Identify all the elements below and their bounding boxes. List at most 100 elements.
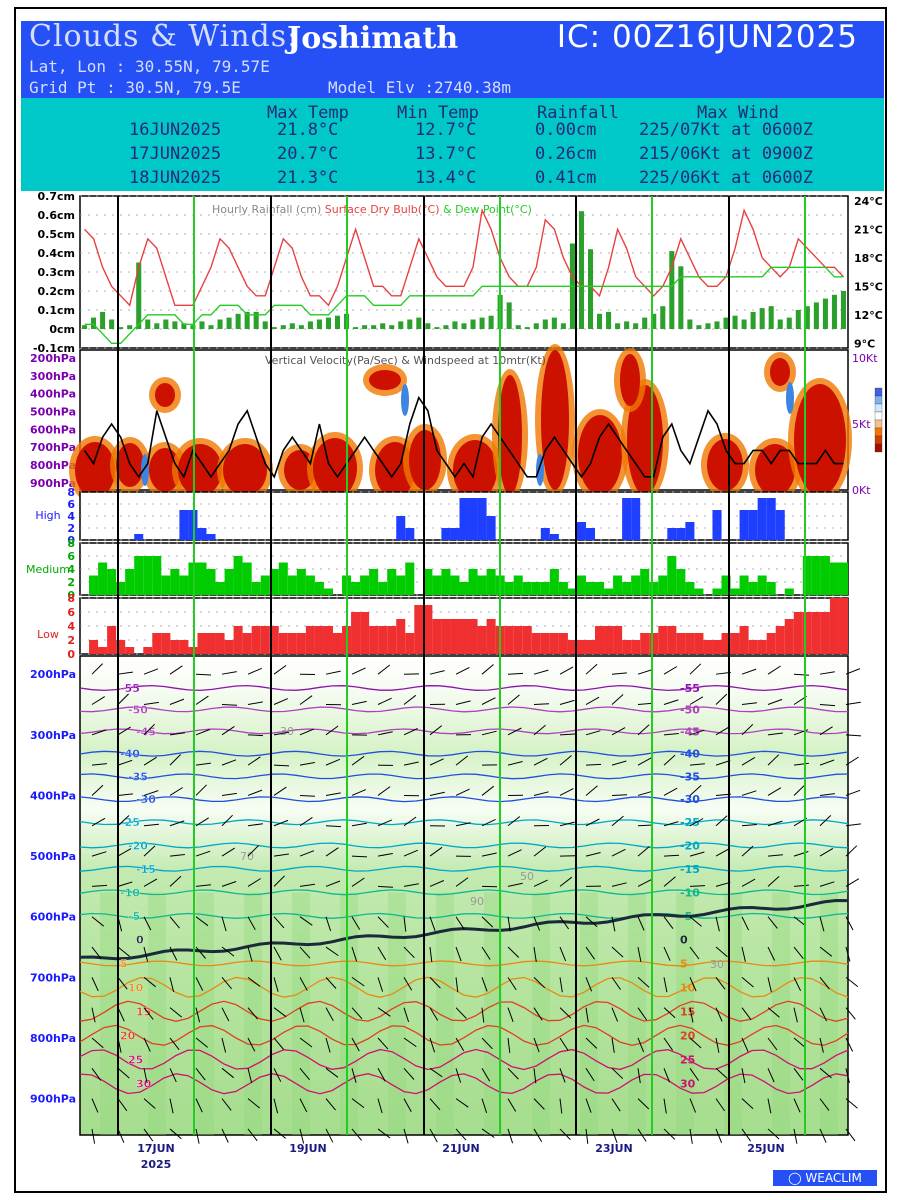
medium-cloud-bar — [549, 569, 559, 595]
rain-bar — [91, 317, 97, 329]
wind-barb — [117, 693, 129, 705]
low-cloud-bar — [224, 640, 234, 654]
wind-barb — [767, 1128, 780, 1140]
wind-barb — [429, 977, 441, 989]
wind-barb — [351, 976, 365, 987]
profile-pressure-label: 200hPa — [30, 668, 76, 681]
isotherm-label: 20 — [120, 1029, 136, 1042]
wind-barb — [403, 761, 419, 766]
summary-date: 16JUN2025 — [129, 120, 222, 140]
wind-barb — [273, 875, 285, 887]
wind-barb — [637, 790, 653, 796]
wind-barb — [715, 977, 726, 990]
wind-barb — [611, 727, 626, 736]
low-cloud-bar — [188, 647, 198, 654]
wind-barb — [767, 1037, 778, 1051]
rh-label: 90 — [470, 895, 484, 908]
wind-barb — [689, 1068, 700, 1081]
rain-bar — [560, 323, 566, 329]
medium-cloud-bar — [622, 582, 632, 595]
wind-barb — [143, 1128, 154, 1142]
wind-barb — [481, 785, 495, 796]
medium-cloud-bar — [739, 575, 749, 595]
wind-barb — [663, 977, 668, 993]
wind-barb — [533, 724, 546, 736]
wind-barb — [585, 696, 600, 705]
low-cloud-bar — [423, 605, 433, 654]
medium-cloud-bar — [558, 582, 568, 595]
isotherm-label: 25 — [680, 1054, 695, 1067]
wind-barb — [741, 1068, 746, 1084]
isotherm-label: -40 — [680, 748, 700, 761]
wind-barb — [611, 1128, 618, 1144]
wind-barb — [663, 821, 679, 827]
wind-barb — [793, 1128, 798, 1144]
low-cloud-tick: 8 — [67, 592, 75, 605]
isotherm-label: 5 — [680, 957, 688, 970]
wind-barb — [273, 1037, 284, 1050]
rainfall-panel: 0.7cm 0.6cm 0.5cm 0.4cm 0.3cm 0.2cm 0.1cm 0cm -0… — [33, 190, 883, 355]
wind-barb — [689, 763, 705, 766]
medium-cloud-bar — [694, 588, 704, 595]
rain-tick-label: 0.5cm — [38, 228, 75, 241]
low-cloud-bar — [251, 626, 261, 654]
dew-point-line — [84, 266, 844, 344]
wind-barb — [507, 816, 521, 827]
wind-barb — [169, 875, 182, 887]
rain-bar — [271, 327, 277, 329]
medium-cloud-bar — [206, 569, 216, 595]
wind-barb — [117, 1007, 125, 1022]
wind-barb — [299, 816, 313, 827]
wind-barb — [845, 756, 859, 766]
wind-barb — [455, 1128, 467, 1141]
wind-barb — [117, 1067, 130, 1079]
low-cloud-bar — [766, 633, 776, 654]
date-label: 17JUN — [137, 1142, 175, 1155]
wind-barb — [507, 672, 524, 675]
moist-column — [676, 892, 694, 1135]
rain-bar — [199, 321, 205, 329]
wind-barb — [663, 1037, 674, 1051]
wind-barb — [689, 729, 705, 736]
low-cloud-bar — [170, 640, 180, 654]
high-cloud-bar — [549, 534, 559, 540]
wind-barb — [845, 823, 861, 827]
wind-barb — [299, 946, 311, 959]
summary-header-min-temp: Min Temp — [397, 103, 479, 123]
wind-barb — [169, 1068, 177, 1083]
wind-barb — [351, 700, 367, 705]
rain-bar — [181, 323, 187, 329]
wind-barb — [689, 946, 700, 960]
wind-barb — [689, 1007, 694, 1023]
wind-barb — [247, 823, 263, 827]
wind-barb — [741, 916, 750, 931]
wind-barb — [117, 759, 133, 766]
wind-barb — [585, 1128, 589, 1144]
wind-barb — [559, 1128, 571, 1141]
isotherm-line — [79, 960, 849, 967]
wind-barb — [611, 815, 624, 827]
rain-bar — [190, 325, 196, 329]
wind-barb — [91, 946, 102, 960]
wind-barb — [715, 693, 728, 705]
wind-barb — [299, 883, 315, 887]
wind-barb — [195, 1098, 203, 1113]
wind-barb — [715, 726, 730, 736]
temp-tick-label: 18°C — [854, 252, 883, 265]
wind-barb — [559, 1068, 566, 1083]
rain-bar — [145, 319, 151, 329]
wind-barb — [533, 1098, 545, 1110]
wind-barb — [663, 916, 674, 930]
rain-bar — [280, 325, 286, 329]
wind-barb — [741, 668, 757, 675]
rh-label: 50 — [520, 870, 534, 883]
medium-cloud-tick: 0 — [67, 589, 75, 602]
medium-cloud-bar — [387, 569, 397, 595]
wind-barb — [221, 1128, 229, 1143]
medium-cloud-bar — [820, 556, 830, 595]
wind-barb — [351, 916, 361, 930]
isotherm-label: -25 — [120, 816, 140, 829]
wind-barb — [533, 946, 537, 962]
wind-barb — [481, 697, 496, 705]
wind-barb — [533, 757, 548, 766]
